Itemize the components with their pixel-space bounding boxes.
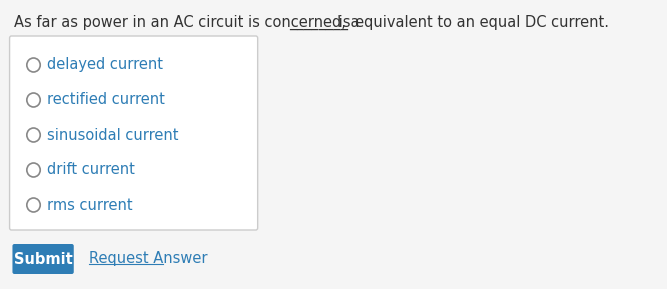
Circle shape <box>27 93 40 107</box>
Text: Submit: Submit <box>14 251 73 266</box>
Circle shape <box>27 163 40 177</box>
Text: delayed current: delayed current <box>47 58 163 73</box>
Text: As far as power in an AC circuit is concerned, a: As far as power in an AC circuit is conc… <box>15 14 364 29</box>
Circle shape <box>27 198 40 212</box>
Text: sinusoidal current: sinusoidal current <box>47 127 179 142</box>
Text: drift current: drift current <box>47 162 135 177</box>
Text: is equivalent to an equal DC current.: is equivalent to an equal DC current. <box>334 14 609 29</box>
FancyBboxPatch shape <box>13 244 74 274</box>
Text: ________: ________ <box>289 14 348 29</box>
Text: rms current: rms current <box>47 197 133 212</box>
Text: Request Answer: Request Answer <box>89 251 207 266</box>
Circle shape <box>27 58 40 72</box>
Text: rectified current: rectified current <box>47 92 165 108</box>
Circle shape <box>27 128 40 142</box>
FancyBboxPatch shape <box>9 36 257 230</box>
